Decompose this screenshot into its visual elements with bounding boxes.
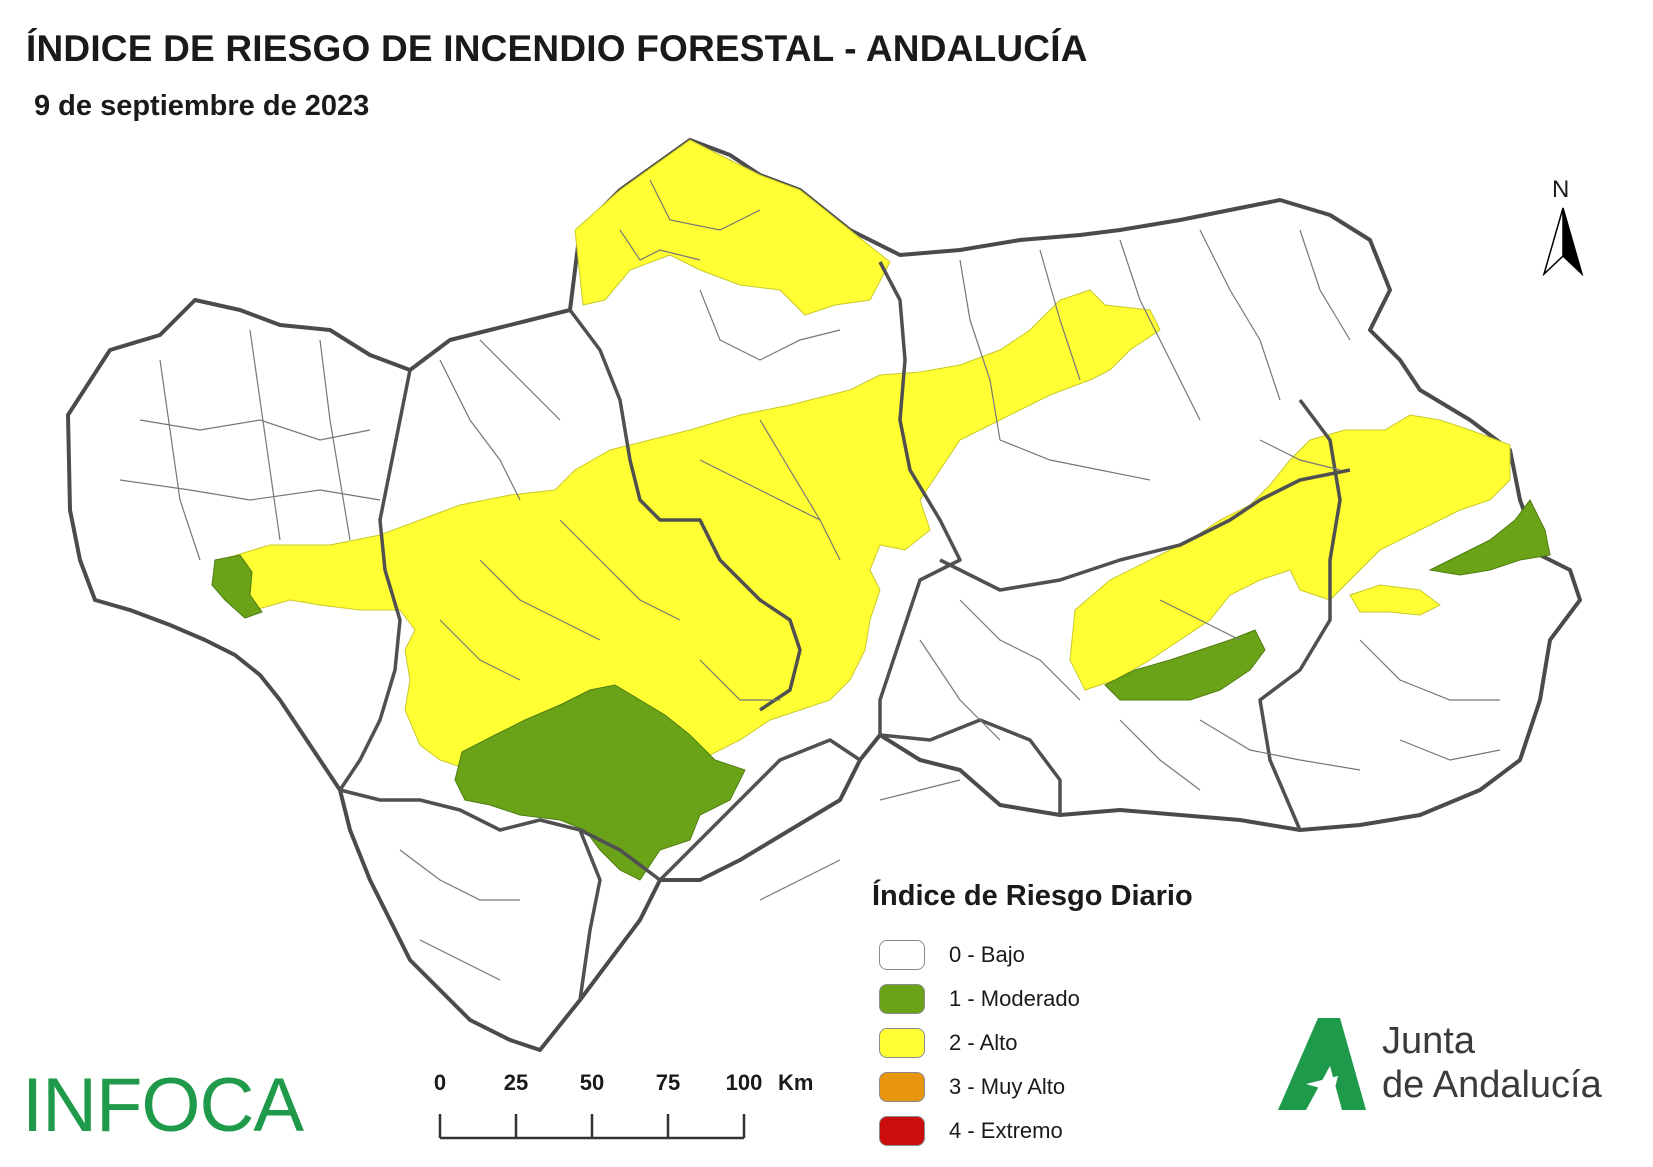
alto-zone-east — [1069, 414, 1511, 691]
moderado-zone-east — [1104, 629, 1266, 701]
legend-swatch-muy-alto — [879, 1072, 925, 1102]
legend-item-muy-alto: 3 - Muy Alto — [879, 1065, 1193, 1109]
legend-item-alto: 2 - Alto — [879, 1021, 1193, 1065]
border-sevilla-cordoba — [568, 308, 802, 712]
province-borders — [338, 261, 1351, 1001]
junta-logo: Junta de Andalucía — [1270, 1010, 1630, 1130]
legend-title: Índice de Riesgo Diario — [872, 880, 1193, 912]
scale-tick-label: 50 — [579, 1070, 605, 1095]
alto-zone-north — [574, 139, 891, 316]
scale-bar-ruler — [438, 1114, 746, 1140]
risk-zone-moderado — [211, 499, 1551, 881]
scale-tick-label: 100 — [725, 1070, 763, 1095]
border-granada-almeria — [1258, 398, 1342, 831]
legend: Índice de Riesgo Diario 0 - Bajo 1 - Mod… — [872, 880, 1193, 1153]
north-arrow-icon — [1542, 207, 1584, 276]
scale-tick-label: 75 — [655, 1070, 681, 1095]
junta-logo-icon — [1278, 1018, 1366, 1110]
moderado-zone-south — [454, 684, 746, 881]
legend-swatch-extremo — [879, 1116, 925, 1146]
north-label: N — [1552, 176, 1570, 203]
map-title: ÍNDICE DE RIESGO DE INCENDIO FORESTAL - … — [26, 28, 1088, 69]
legend-item-extremo: 4 - Extremo — [879, 1109, 1193, 1153]
alto-zone-east2 — [1349, 584, 1441, 616]
municipal-borders — [119, 179, 1501, 981]
legend-label: 4 - Extremo — [949, 1118, 1063, 1143]
moderado-zone-west — [211, 554, 263, 619]
border-jaen-granada — [939, 468, 1351, 592]
border-malaga-cordoba — [658, 738, 861, 882]
alto-zone-central — [219, 289, 1161, 801]
map-date: 9 de septiembre de 2023 — [34, 90, 370, 122]
border-cadiz-malaga — [578, 829, 602, 1001]
infoca-logo: INFOCA — [22, 1063, 304, 1148]
scale-bar: 0 25 50 75 100 Km — [434, 1070, 818, 1140]
border-malaga-granada — [879, 718, 1062, 815]
scale-tick-label: 25 — [503, 1070, 529, 1095]
border-huelva-sevilla — [338, 369, 412, 791]
legend-item-moderado: 1 - Moderado — [879, 977, 1193, 1021]
moderado-zone-east2 — [1428, 499, 1551, 576]
scale-tick-label: 0 — [433, 1070, 447, 1095]
legend-label: 0 - Bajo — [949, 942, 1025, 967]
risk-zone-alto — [219, 139, 1511, 801]
border-cordoba-jaen — [878, 261, 962, 735]
border-sevilla-cadiz — [339, 788, 662, 882]
legend-label: 3 - Muy Alto — [949, 1074, 1066, 1099]
junta-text-line2: de Andalucía — [1382, 1064, 1602, 1106]
junta-text-line1: Junta — [1382, 1020, 1475, 1062]
legend-item-bajo: 0 - Bajo — [879, 933, 1193, 977]
legend-label: 1 - Moderado — [949, 986, 1080, 1011]
north-arrow: N — [1538, 176, 1588, 278]
legend-swatch-moderado — [879, 984, 925, 1014]
scale-unit-label: Km — [778, 1070, 814, 1095]
legend-swatch-bajo — [879, 940, 925, 970]
legend-swatch-alto — [879, 1028, 925, 1058]
legend-label: 2 - Alto — [949, 1030, 1018, 1055]
